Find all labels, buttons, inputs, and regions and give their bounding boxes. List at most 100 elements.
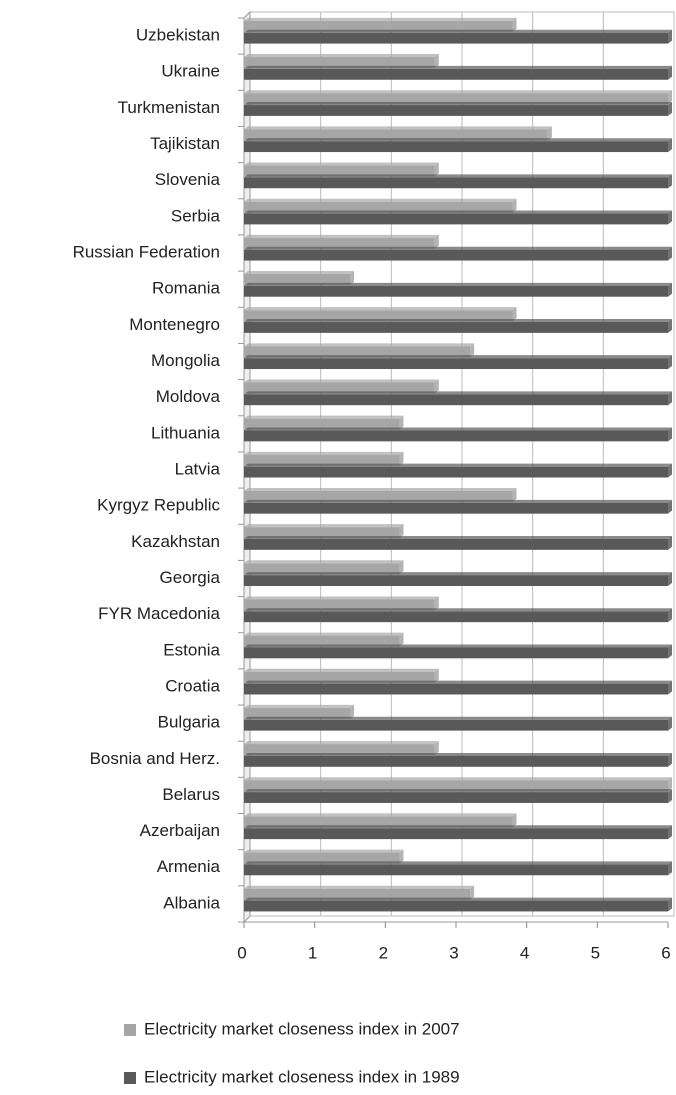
- bar-top: [244, 282, 672, 286]
- bar-top: [244, 138, 672, 142]
- legend-swatch: [124, 1024, 136, 1036]
- bar: [244, 285, 668, 297]
- bar-top: [244, 535, 672, 539]
- bar-top: [244, 29, 672, 33]
- bar-end: [512, 198, 517, 213]
- bar-end: [399, 524, 404, 538]
- bar-end: [668, 572, 672, 586]
- bar-top: [244, 391, 672, 395]
- bar: [244, 57, 435, 68]
- y-tick-label: Georgia: [160, 568, 221, 587]
- bar: [244, 105, 668, 116]
- bar-top: [244, 825, 672, 829]
- bar: [244, 454, 400, 466]
- bar: [244, 165, 435, 177]
- bar-end: [668, 825, 672, 840]
- y-tick-label: Uzbekistan: [136, 26, 220, 45]
- y-tick-label: Moldova: [156, 387, 221, 406]
- y-tick-label: Latvia: [175, 459, 221, 478]
- bar: [244, 502, 668, 514]
- y-tick-label: Kazakhstan: [131, 532, 220, 551]
- bar: [244, 346, 471, 358]
- legend-swatch: [124, 1072, 136, 1084]
- x-tick-label: 5: [591, 943, 600, 962]
- bar: [244, 611, 668, 623]
- bar-end: [668, 90, 672, 105]
- y-tick-label: Albania: [163, 893, 220, 912]
- y-tick-label: FYR Macedonia: [98, 604, 220, 623]
- bar-end: [668, 210, 672, 225]
- bar: [244, 719, 668, 731]
- bar: [244, 129, 548, 141]
- bar: [244, 32, 668, 44]
- x-tick-label: 1: [308, 943, 317, 962]
- bar-end: [668, 608, 672, 623]
- y-tick-label: Lithuania: [151, 423, 221, 442]
- bar-end: [668, 535, 672, 550]
- bar-end: [399, 632, 404, 647]
- bar-end: [434, 234, 439, 249]
- y-tick-label: Kyrgyz Republic: [97, 496, 220, 515]
- bar: [244, 852, 400, 864]
- bar-top: [244, 499, 672, 503]
- bar: [244, 864, 668, 876]
- bar: [244, 394, 668, 406]
- bar-top: [244, 560, 404, 564]
- bar-top: [244, 174, 672, 178]
- bar-top: [244, 813, 517, 817]
- bar-end: [668, 65, 672, 80]
- bar-top: [244, 307, 517, 311]
- bar-end: [470, 343, 475, 358]
- bar: [244, 382, 435, 394]
- bar-end: [434, 741, 439, 755]
- bar-top: [244, 741, 439, 745]
- bar-end: [668, 29, 672, 44]
- bar-top: [244, 210, 672, 214]
- bar: [244, 792, 668, 803]
- bar: [244, 93, 668, 105]
- y-tick-label: Serbia: [171, 206, 221, 225]
- bar-end: [668, 246, 672, 261]
- bar-top: [244, 777, 672, 781]
- bar: [244, 141, 668, 153]
- bar-end: [668, 897, 672, 912]
- bar-end: [434, 668, 439, 683]
- bar-end: [399, 560, 404, 575]
- bar-end: [668, 138, 672, 153]
- bar-top: [244, 752, 672, 756]
- y-tick-label: Bulgaria: [158, 713, 221, 732]
- bar: [244, 575, 668, 586]
- bar-top: [244, 463, 672, 467]
- bar-top: [244, 126, 552, 130]
- y-tick-label: Bosnia and Herz.: [90, 749, 220, 768]
- bar-end: [399, 849, 404, 864]
- bar-end: [512, 487, 517, 502]
- bar: [244, 538, 668, 550]
- bar-end: [668, 777, 672, 792]
- bar-top: [244, 198, 517, 202]
- bar-top: [244, 54, 439, 58]
- bar: [244, 466, 668, 478]
- bar-end: [399, 415, 404, 430]
- x-tick-label: 6: [661, 943, 670, 962]
- bar: [244, 563, 400, 575]
- bar: [244, 358, 668, 370]
- bar: [244, 888, 471, 900]
- bar: [244, 744, 435, 755]
- x-tick-label: 0: [237, 943, 246, 962]
- bar-top: [244, 90, 672, 94]
- y-tick-label: Slovenia: [155, 170, 221, 189]
- bar-top: [244, 379, 439, 383]
- y-tick-label: Estonia: [163, 640, 220, 659]
- bar: [244, 671, 435, 683]
- bar-top: [244, 427, 672, 431]
- bar-top: [244, 632, 404, 636]
- bar-top: [244, 102, 672, 106]
- bar: [244, 177, 668, 189]
- bar-end: [399, 451, 404, 466]
- y-tick-label: Ukraine: [161, 62, 220, 81]
- bar-top: [244, 861, 672, 865]
- y-tick-label: Croatia: [165, 676, 220, 695]
- bar-end: [668, 102, 672, 116]
